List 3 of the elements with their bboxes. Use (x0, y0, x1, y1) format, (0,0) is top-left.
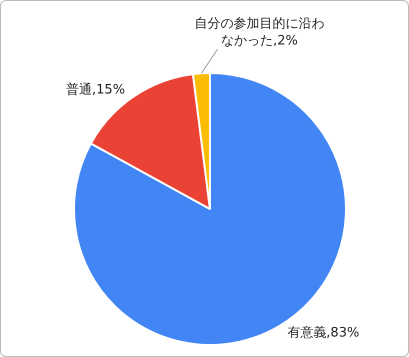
slice-label: 有意義,83% (287, 325, 360, 340)
slice-label: 普通,15% (66, 81, 126, 98)
slice-label: 自分の参加目的に沿わなかった,2% (194, 16, 324, 49)
